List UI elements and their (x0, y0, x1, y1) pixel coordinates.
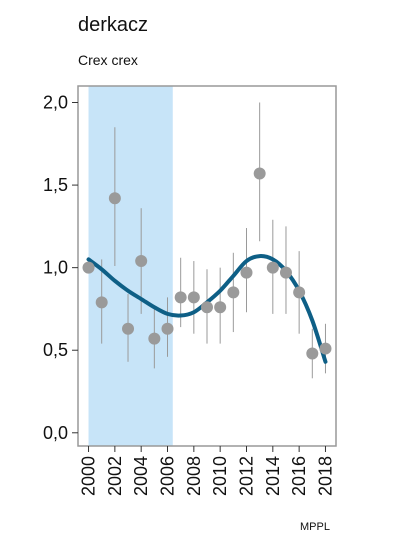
data-point (266, 261, 279, 274)
data-point (214, 301, 227, 314)
data-point (240, 266, 253, 279)
y-tick-label: 2,0 (43, 93, 68, 113)
chart-title: derkacz (78, 14, 149, 36)
data-point (95, 296, 108, 309)
data-point (135, 255, 148, 268)
x-axis: 2000 2002 2004 2006 2008 2010 2012 2014 2016 2018 (79, 446, 335, 496)
x-tick-label: 2000 (79, 456, 99, 496)
data-point (201, 301, 213, 314)
y-tick-label: 0,5 (43, 340, 68, 360)
data-point (187, 291, 200, 304)
data-point (293, 286, 306, 299)
x-tick-label: 2012 (236, 456, 256, 496)
credit-label: MPPL (300, 521, 330, 533)
plot-frame (77, 85, 337, 447)
x-tick-label: 2008 (184, 456, 204, 496)
shaded-period (88, 86, 173, 446)
data-point (148, 332, 161, 345)
data-point (306, 347, 319, 360)
x-tick-label: 2016 (289, 456, 309, 496)
x-tick-label: 2006 (158, 456, 178, 496)
y-tick-label: 1,0 (43, 258, 68, 278)
x-tick-label: 2018 (315, 456, 335, 496)
data-point (174, 291, 187, 304)
data-points (82, 167, 332, 360)
data-point (319, 342, 332, 355)
data-point (279, 266, 292, 279)
x-tick-label: 2014 (263, 456, 283, 496)
data-point (82, 261, 95, 274)
data-point (161, 322, 174, 335)
data-point (122, 322, 135, 335)
x-tick-label: 2002 (105, 456, 125, 496)
y-tick-label: 0,0 (43, 423, 68, 443)
data-point (108, 192, 121, 205)
x-tick-label: 2004 (131, 456, 151, 496)
y-axis: 0,0 0,5 1,0 1,5 2,0 (43, 93, 78, 443)
chart-subtitle: Crex crex (78, 52, 138, 68)
y-tick-label: 1,5 (43, 175, 68, 195)
x-tick-label: 2010 (210, 456, 230, 496)
data-point (253, 167, 266, 180)
data-point (227, 286, 240, 299)
